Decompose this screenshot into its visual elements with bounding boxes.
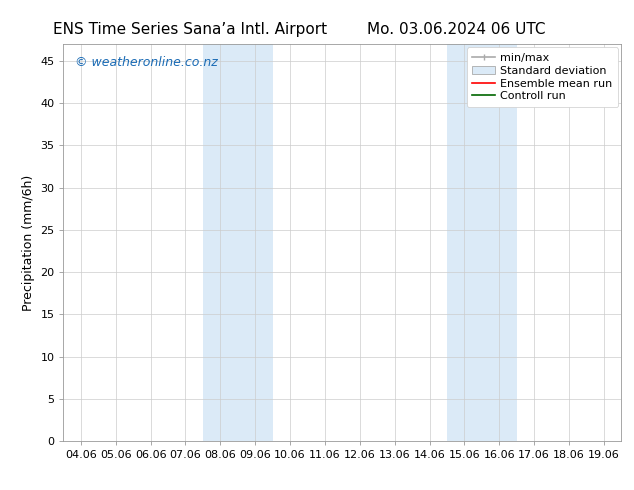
Text: Mo. 03.06.2024 06 UTC: Mo. 03.06.2024 06 UTC: [367, 22, 546, 37]
Bar: [447, 44, 482, 441]
Text: © weatheronline.co.nz: © weatheronline.co.nz: [75, 56, 217, 69]
Bar: [482, 44, 517, 441]
Bar: [203, 44, 238, 441]
Legend: min/max, Standard deviation, Ensemble mean run, Controll run: min/max, Standard deviation, Ensemble me…: [467, 48, 618, 107]
Text: ENS Time Series Sana’a Intl. Airport: ENS Time Series Sana’a Intl. Airport: [53, 22, 327, 37]
Bar: [238, 44, 273, 441]
Y-axis label: Precipitation (mm/6h): Precipitation (mm/6h): [22, 174, 35, 311]
